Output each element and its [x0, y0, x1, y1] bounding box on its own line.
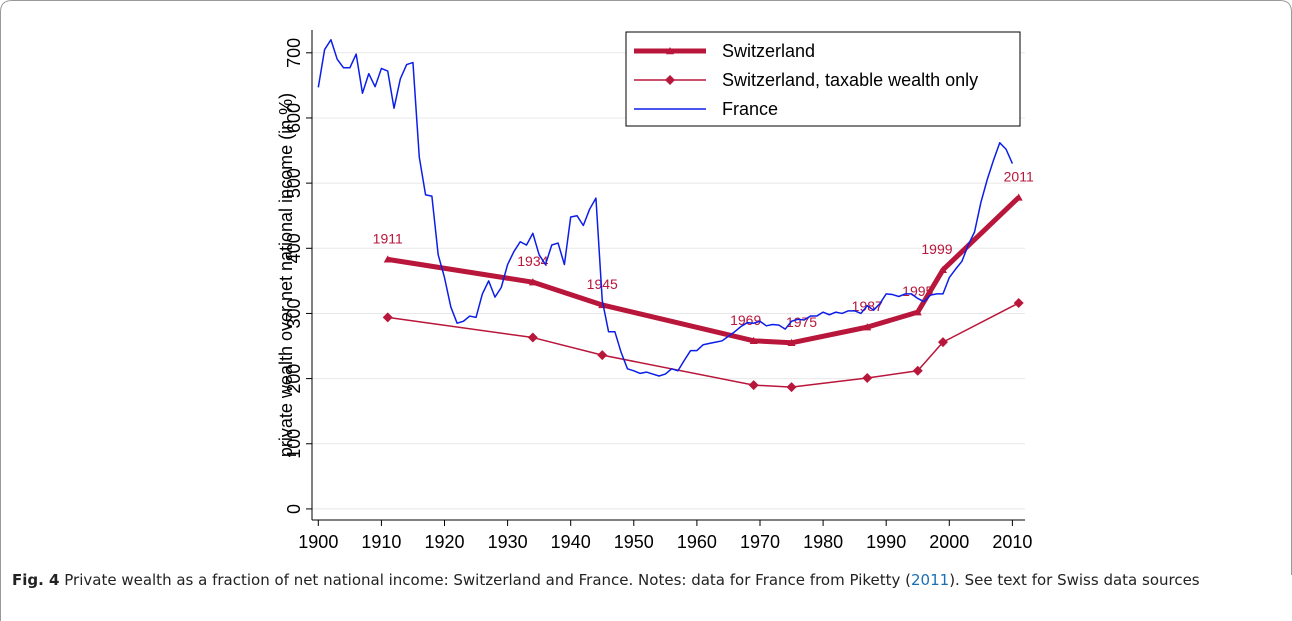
x-tick-label: 1950: [614, 532, 654, 552]
series-line: [387, 195, 1021, 346]
series-line: [317, 39, 1014, 377]
point: [382, 312, 393, 323]
caption-label: Fig. 4: [12, 571, 60, 589]
point: [528, 278, 537, 286]
y-tick-label: 0: [284, 504, 304, 514]
point-label: 1975: [786, 314, 817, 330]
point: [913, 308, 922, 316]
point-label: 1969: [730, 312, 761, 328]
y-tick-label: 200: [284, 364, 304, 394]
x-tick-label: 1990: [866, 532, 906, 552]
point: [527, 332, 538, 343]
y-tick-label: 100: [284, 429, 304, 459]
x-tick-label: 2000: [929, 532, 969, 552]
point: [937, 337, 948, 348]
point: [912, 365, 923, 376]
caption-link[interactable]: 2011: [911, 571, 950, 589]
x-tick-label: 1930: [488, 532, 528, 552]
point-label: 1945: [587, 276, 618, 292]
point-label: 1911: [373, 230, 403, 246]
point: [787, 338, 796, 346]
point: [748, 380, 759, 391]
x-tick-label: 1920: [424, 532, 464, 552]
y-tick-label: 600: [284, 103, 304, 133]
y-axis-label: private wealth over net national income …: [276, 93, 296, 457]
y-tick-label: 300: [284, 298, 304, 328]
point: [1013, 298, 1024, 309]
y-tick-label: 400: [284, 233, 304, 263]
point: [598, 300, 607, 309]
point-label: 1995: [902, 283, 933, 299]
legend-marker: [666, 47, 674, 55]
point: [383, 255, 392, 263]
point: [597, 350, 608, 361]
point: [1014, 193, 1023, 201]
legend-box: [625, 31, 1021, 127]
caption-text: ). See text for Swiss data sources: [949, 571, 1200, 589]
x-tick-label: 2010: [992, 532, 1032, 552]
y-tick-label: 700: [284, 38, 304, 68]
x-tick-label: 1910: [361, 532, 401, 552]
legend-label: Switzerland, taxable wealth only: [722, 70, 978, 90]
legend-label: Switzerland: [722, 41, 815, 61]
caption: Fig. 4 Private wealth as a fraction of n…: [12, 570, 1274, 591]
x-tick-label: 1940: [551, 532, 591, 552]
point: [786, 382, 797, 393]
x-tick-label: 1960: [677, 532, 717, 552]
legend-marker: [665, 75, 675, 85]
x-tick-label: 1970: [740, 532, 780, 552]
legend-label: France: [722, 99, 778, 119]
x-tick-label: 1900: [298, 532, 338, 552]
point: [938, 265, 947, 273]
y-tick-label: 500: [284, 168, 304, 198]
point: [749, 336, 758, 345]
x-tick-label: 1980: [803, 532, 843, 552]
point: [862, 372, 873, 383]
point-label: 2011: [1004, 168, 1034, 184]
point: [863, 323, 872, 331]
caption-text: Private wealth as a fraction of net nati…: [64, 571, 911, 589]
point-label: 1999: [921, 241, 952, 257]
